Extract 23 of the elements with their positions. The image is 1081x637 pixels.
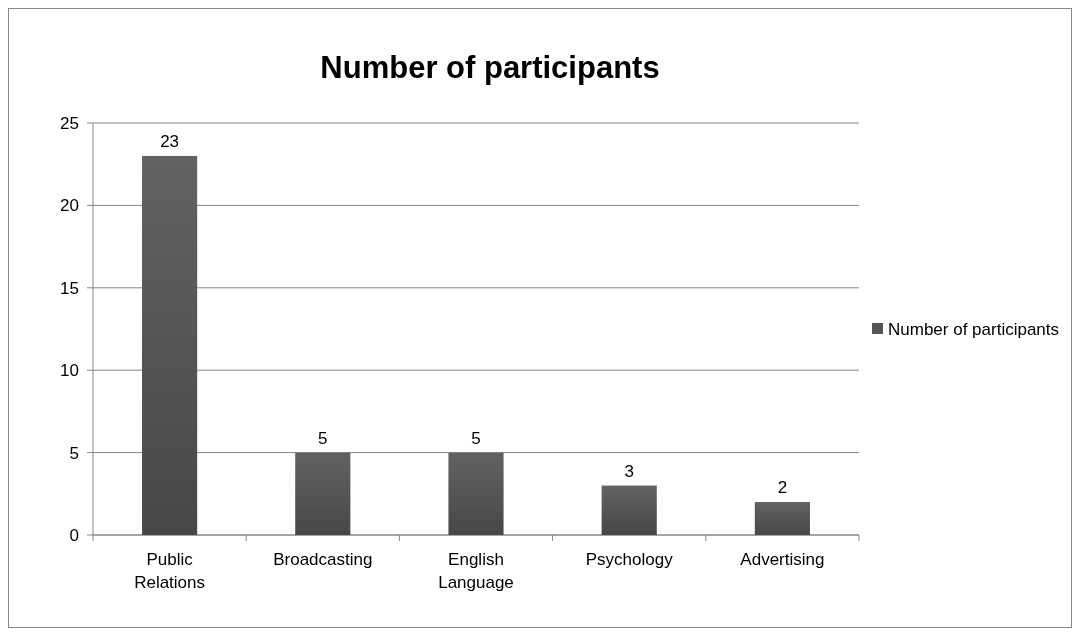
- y-tick-label: 5: [69, 443, 79, 463]
- bar: [601, 485, 657, 535]
- data-label: 5: [471, 428, 481, 448]
- y-tick-label: 25: [60, 113, 79, 133]
- y-tick-label: 10: [60, 361, 79, 381]
- bar: [754, 502, 810, 535]
- y-tick-label: 20: [60, 196, 79, 216]
- bar: [448, 452, 504, 535]
- legend-label: Number of participants: [888, 319, 1060, 339]
- bar: [142, 155, 198, 535]
- data-label: 23: [160, 131, 180, 151]
- x-tick-label: Broadcasting: [273, 550, 373, 569]
- x-tick-label: English Language: [438, 550, 514, 592]
- bar: [295, 452, 351, 535]
- data-label: 5: [318, 428, 328, 448]
- y-tick-label: 15: [60, 278, 79, 298]
- y-tick-label: 0: [69, 525, 79, 545]
- x-tick-label: Advertising: [740, 550, 825, 569]
- chart-title: Number of participants: [320, 50, 660, 85]
- x-tick-label: Psychology: [585, 550, 674, 569]
- data-label: 3: [624, 461, 634, 481]
- x-tick-label: Public Relations: [134, 550, 206, 592]
- data-label: 2: [777, 478, 788, 498]
